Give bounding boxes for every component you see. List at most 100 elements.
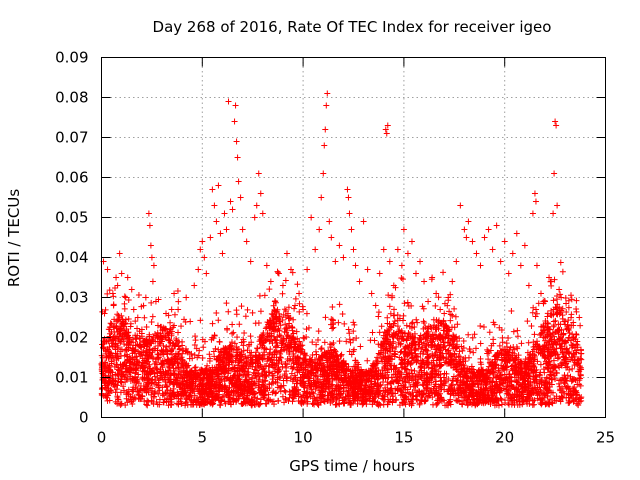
data-point [564, 372, 571, 379]
data-point [165, 367, 172, 374]
data-point [104, 362, 111, 369]
data-point [125, 344, 132, 351]
data-point [503, 343, 510, 350]
data-point [406, 370, 413, 377]
data-point [421, 372, 428, 379]
data-point [220, 393, 227, 400]
data-point [571, 397, 578, 404]
data-point [199, 354, 206, 361]
data-point [556, 286, 563, 293]
data-point [385, 358, 392, 365]
data-point [320, 170, 327, 177]
data-point [300, 383, 307, 390]
data-point [477, 340, 484, 347]
data-point [384, 314, 391, 321]
data-point [248, 339, 255, 346]
data-point [287, 391, 294, 398]
data-point [288, 343, 295, 350]
data-point [406, 400, 413, 407]
data-point [116, 250, 123, 257]
data-point [517, 262, 524, 269]
data-point [111, 383, 118, 390]
data-point [159, 327, 166, 334]
data-point [444, 324, 451, 331]
data-point [110, 301, 117, 308]
data-point [398, 275, 405, 282]
data-point [168, 401, 175, 408]
data-point [105, 326, 112, 333]
data-point [188, 375, 195, 382]
data-point [279, 316, 286, 323]
data-point [388, 380, 395, 387]
data-point [152, 376, 159, 383]
data-point [404, 386, 411, 393]
data-point [215, 317, 222, 324]
data-point [296, 308, 303, 315]
data-point [175, 298, 182, 305]
data-point [263, 400, 270, 407]
data-point [400, 383, 407, 390]
data-point [503, 363, 510, 370]
data-point [257, 190, 264, 197]
data-point [322, 126, 329, 133]
data-point [519, 374, 526, 381]
data-point [114, 393, 121, 400]
data-point [544, 323, 551, 330]
data-point [267, 278, 274, 285]
data-point [279, 363, 286, 370]
data-point [335, 390, 342, 397]
data-point [136, 350, 143, 357]
data-point [191, 342, 198, 349]
data-point [258, 336, 265, 343]
data-point [351, 346, 358, 353]
data-point [158, 323, 165, 330]
data-point [235, 346, 242, 353]
data-point [485, 363, 492, 370]
data-point [284, 356, 291, 363]
data-point [347, 339, 354, 346]
data-point [356, 278, 363, 285]
data-point [430, 316, 437, 323]
data-point [181, 389, 188, 396]
data-point [411, 367, 418, 374]
data-point [492, 362, 499, 369]
data-point [283, 368, 290, 375]
data-point [453, 366, 460, 373]
data-point [278, 339, 285, 346]
data-point [444, 333, 451, 340]
data-point [245, 343, 252, 350]
data-point [552, 118, 559, 125]
data-point [265, 369, 272, 376]
data-point [196, 347, 203, 354]
data-point [197, 246, 204, 253]
data-point [293, 328, 300, 335]
data-point [282, 277, 289, 284]
data-point [453, 344, 460, 351]
data-point [556, 335, 563, 342]
data-point [124, 338, 131, 345]
data-point [464, 378, 471, 385]
data-point [149, 278, 156, 285]
data-point [350, 246, 357, 253]
data-point [209, 320, 216, 327]
data-point [237, 194, 244, 201]
data-point [379, 392, 386, 399]
data-point [177, 375, 184, 382]
data-point [131, 394, 138, 401]
data-point [401, 300, 408, 307]
data-point [229, 364, 236, 371]
data-point [329, 376, 336, 383]
data-point [173, 336, 180, 343]
data-point [575, 368, 582, 375]
data-point [221, 210, 228, 217]
data-point [179, 385, 186, 392]
data-point [149, 336, 156, 343]
data-point [486, 329, 493, 336]
data-point [135, 389, 142, 396]
data-point [534, 358, 541, 365]
data-point [450, 392, 457, 399]
data-point [554, 202, 561, 209]
data-point [243, 238, 250, 245]
data-point [372, 302, 379, 309]
data-point [547, 368, 554, 375]
